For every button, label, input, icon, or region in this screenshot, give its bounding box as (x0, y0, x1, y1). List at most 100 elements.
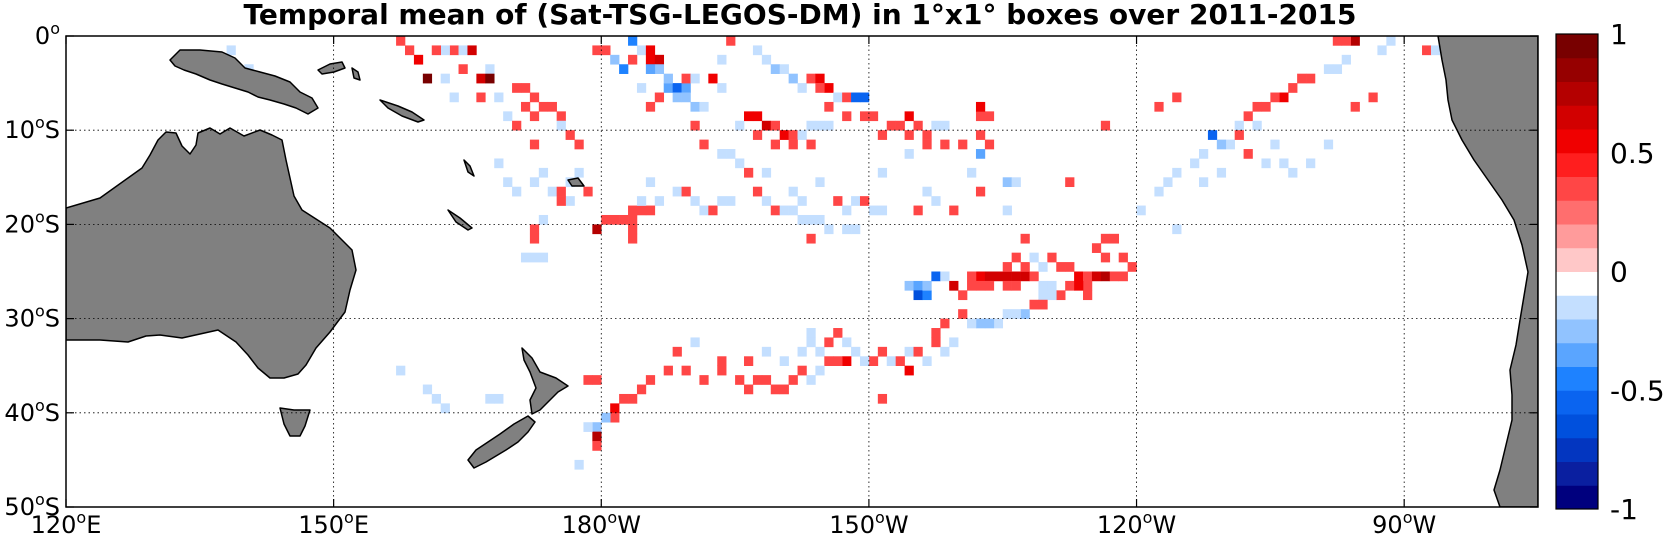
data-cell (1422, 45, 1432, 56)
data-cell (610, 54, 620, 65)
data-cell (690, 337, 700, 348)
colorbar-swatch (1556, 461, 1598, 486)
data-cell (949, 280, 959, 291)
data-cell (413, 54, 424, 65)
data-cell (824, 337, 834, 348)
data-cell (842, 92, 852, 103)
data-cell (922, 186, 932, 197)
data-cell (922, 280, 932, 291)
data-cell (449, 92, 459, 103)
data-cell (967, 271, 977, 282)
data-cell (726, 149, 736, 159)
data-cell (529, 233, 540, 244)
colorbar-tick-label: 0.5 (1610, 137, 1655, 170)
data-cell (975, 111, 986, 122)
data-cell (1377, 45, 1387, 56)
data-cell (833, 356, 843, 366)
data-cell (904, 130, 914, 140)
data-cell (904, 111, 914, 122)
data-cell (645, 101, 656, 112)
data-cell (726, 196, 736, 206)
data-cell (877, 130, 888, 140)
data-cell (1020, 271, 1030, 282)
data-cell (735, 375, 745, 385)
data-cell (877, 167, 888, 178)
data-cell (797, 365, 807, 376)
data-cell (975, 130, 986, 140)
y-tick-label: 0o (35, 19, 60, 50)
data-cell (913, 280, 923, 291)
data-cell (1172, 92, 1182, 103)
data-cell (538, 167, 549, 178)
data-cell (752, 375, 763, 385)
data-cell (592, 441, 602, 451)
data-cell (931, 120, 941, 131)
data-cell (815, 177, 825, 188)
vanuatu-island (463, 159, 475, 177)
data-cell (1011, 280, 1021, 291)
data-cell (672, 92, 682, 103)
data-cell (636, 384, 647, 395)
data-cell (922, 139, 932, 150)
data-cell (485, 393, 495, 404)
data-cell (806, 337, 816, 348)
data-cell (904, 149, 914, 159)
data-cell (1332, 36, 1343, 46)
data-cell (440, 403, 450, 414)
data-cell (1029, 252, 1039, 263)
data-cell (797, 130, 807, 140)
data-cell (226, 45, 236, 56)
colorbar-swatch (1556, 295, 1598, 320)
data-cell (556, 120, 566, 131)
data-cell (556, 111, 566, 122)
data-cell (975, 318, 986, 329)
data-cell (770, 205, 780, 216)
data-cell (628, 233, 638, 244)
colorbar-swatch (1556, 437, 1598, 462)
data-cell (967, 167, 977, 178)
data-cell (1127, 262, 1137, 272)
colorbar-tick-label: 0 (1610, 256, 1628, 289)
data-cell (619, 214, 629, 225)
data-cell (859, 356, 870, 366)
colorbar-swatch (1556, 247, 1598, 272)
data-cell (592, 422, 602, 432)
data-cell (931, 271, 941, 282)
data-cell (815, 73, 825, 84)
data-cell (1306, 158, 1316, 169)
data-cell (520, 83, 531, 93)
y-tick-label: 10oS (4, 113, 60, 144)
data-cell (833, 328, 843, 338)
colorbar-swatch (1556, 366, 1598, 391)
australia-landmass (66, 127, 357, 379)
data-cell (1002, 280, 1012, 291)
data-cell (538, 214, 549, 225)
data-cell (717, 356, 727, 366)
data-cell (1341, 36, 1351, 46)
data-cell (717, 149, 727, 159)
data-cell (1243, 149, 1253, 159)
data-cell (779, 64, 789, 74)
data-cell (431, 393, 441, 404)
data-cell (904, 365, 914, 376)
data-cell (601, 214, 611, 225)
data-cell (681, 73, 691, 84)
data-cell (1091, 271, 1102, 282)
data-cell (815, 83, 825, 93)
data-cell (1172, 224, 1182, 235)
data-cell (592, 45, 602, 56)
axis-ticks (65, 35, 1538, 508)
data-cell (681, 92, 691, 103)
colorbar-swatch (1556, 57, 1598, 82)
data-cell (788, 73, 798, 84)
data-cell (529, 177, 540, 188)
data-cell (940, 120, 950, 131)
data-cell (645, 205, 656, 216)
data-cell (886, 120, 896, 131)
data-cell (1163, 177, 1173, 188)
data-cell (1252, 120, 1262, 131)
data-cell (583, 422, 593, 432)
data-cell (717, 365, 727, 376)
data-cell (984, 271, 995, 282)
x-tick-label: 150oE (298, 508, 369, 539)
